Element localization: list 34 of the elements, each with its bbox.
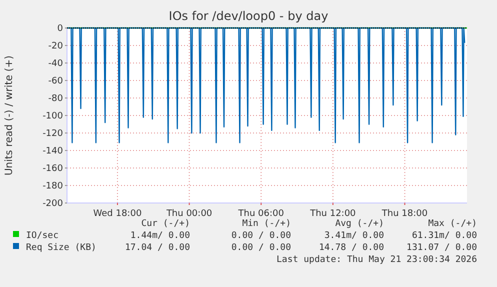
y-tick-label: -40 (48, 59, 64, 70)
text: 1.44m/ 0.00 (130, 231, 190, 241)
legend-label: IO/sec (26, 231, 59, 241)
text: Avg (-/+) (335, 219, 384, 229)
y-tick-label: -160 (42, 164, 64, 174)
y-tick-label: -180 (42, 182, 64, 192)
chart-title: IOs for /dev/loop0 - by day (168, 9, 328, 23)
legend-label: Req Size (KB) (26, 243, 96, 253)
y-tick-label: -120 (42, 129, 64, 140)
text: 0.00 / 0.00 (231, 231, 291, 241)
text: 3.41m/ 0.00 (324, 231, 384, 241)
y-axis-title: Units read (-) / write (+) (4, 55, 15, 176)
y-tick-label: -100 (42, 112, 64, 122)
text: 131.07 / 0.00 (406, 243, 477, 253)
x-tick-label: Thu 18:00 (380, 209, 428, 219)
text: 61.31m/ 0.00 (412, 231, 477, 241)
line-series (66, 27, 466, 144)
y-tick-label: -60 (48, 76, 64, 87)
y-tick-label: 0 (57, 24, 64, 34)
x-tick-label: Thu 00:00 (165, 209, 212, 219)
y-tick-label: -140 (42, 146, 64, 157)
text: 14.78 / 0.00 (318, 243, 384, 253)
y-tick-label: -80 (48, 94, 64, 104)
text: Min (-/+) (242, 219, 291, 229)
x-tick-label: Thu 12:00 (309, 209, 356, 219)
text: Last update: Thu May 21 23:00:34 2026 (276, 255, 477, 265)
text: 0.00 / 0.00 (231, 243, 291, 253)
x-tick-label: Wed 18:00 (93, 209, 142, 219)
y-tick-label: -20 (48, 42, 64, 52)
text: 17.04 / 0.00 (124, 243, 190, 253)
y-tick-label: -200 (42, 199, 64, 210)
text: Cur (-/+) (141, 219, 190, 229)
text: Max (-/+) (428, 219, 477, 229)
x-tick-label: Thu 06:00 (237, 209, 284, 219)
